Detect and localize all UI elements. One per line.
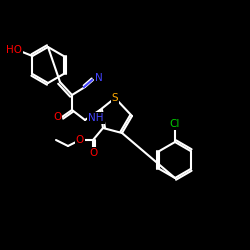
Text: S: S bbox=[112, 93, 118, 103]
Text: HO: HO bbox=[6, 45, 22, 55]
Text: O: O bbox=[53, 112, 61, 122]
Text: O: O bbox=[89, 148, 97, 158]
Text: NH: NH bbox=[88, 113, 104, 123]
Text: N: N bbox=[95, 73, 103, 83]
Text: O: O bbox=[76, 135, 84, 145]
Text: Cl: Cl bbox=[170, 119, 180, 129]
